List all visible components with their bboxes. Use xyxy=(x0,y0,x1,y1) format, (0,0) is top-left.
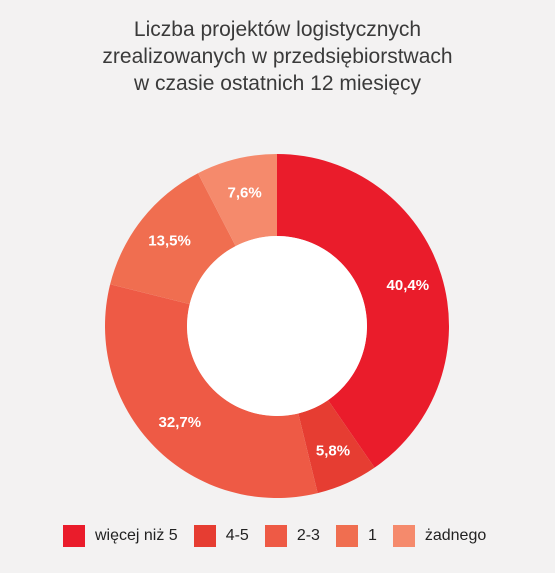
slice-data-label: 5,8% xyxy=(316,443,350,460)
legend-label: 1 xyxy=(367,527,377,544)
chart-title-line-3: w czasie ostatnich 12 miesięcy xyxy=(133,72,422,95)
donut-slice xyxy=(104,284,318,498)
legend-swatch xyxy=(264,525,287,547)
legend-swatch xyxy=(193,525,216,547)
legend-label: 4-5 xyxy=(225,527,249,544)
slice-data-label: 7,6% xyxy=(227,184,261,201)
chart-title: Liczba projektów logistycznych zrealizow… xyxy=(0,16,555,97)
chart-title-line-1: Liczba projektów logistycznych xyxy=(133,18,422,41)
chart-title-line-2: zrealizowanych w przedsiębiorstwach xyxy=(102,45,453,68)
legend-label: żadnego xyxy=(424,527,487,544)
donut-slice xyxy=(298,400,375,494)
legend-swatch xyxy=(335,525,358,547)
legend-swatch xyxy=(392,525,415,547)
slice-data-label: 40,4% xyxy=(387,277,430,294)
legend-item: 1 xyxy=(335,525,377,547)
legend-item: 4-5 xyxy=(193,525,249,547)
legend-item: żadnego xyxy=(392,525,487,547)
legend-item: 2-3 xyxy=(264,525,320,547)
legend-label: 2-3 xyxy=(296,527,320,544)
donut-slice xyxy=(197,154,277,247)
legend-swatch xyxy=(63,525,85,547)
slice-data-label: 32,7% xyxy=(159,414,202,431)
legend-label: więcej niż 5 xyxy=(95,527,178,544)
donut-hole xyxy=(187,236,367,416)
legend-item: więcej niż 5 xyxy=(63,525,178,547)
chart-legend: więcej niż 5 4-5 2-3 1 żadnego xyxy=(63,524,486,548)
donut-slice xyxy=(110,173,236,305)
slice-data-label: 13,5% xyxy=(148,233,191,250)
donut-slice xyxy=(277,154,449,468)
